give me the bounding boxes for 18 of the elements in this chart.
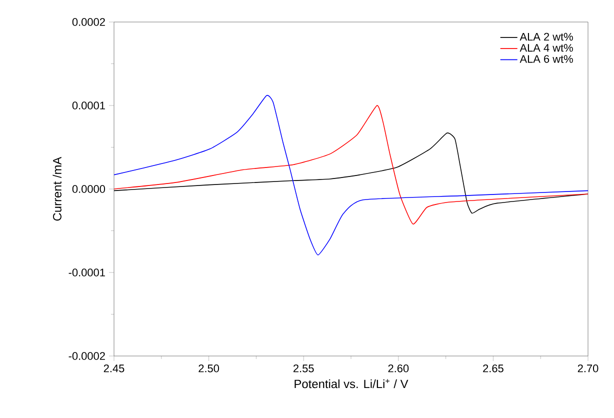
y-axis-title: Current /mA [52, 156, 62, 221]
x-axis-title: Potential vs. Li/Li$^{+}$ / V [294, 379, 408, 388]
x-tick-label: 2.55 [293, 364, 314, 372]
line-series [114, 105, 588, 224]
legend-label: ALA 6 wt% [520, 55, 573, 63]
x-tick-label: 2.60 [388, 364, 409, 372]
y-tick-label: 0.0000 [72, 185, 106, 193]
x-tick-label: 2.70 [578, 364, 598, 372]
y-tick-label: -0.0002 [68, 352, 105, 360]
legend-label: ALA 2 wt% [520, 32, 573, 41]
x-tick-label: 2.45 [104, 364, 124, 372]
x-tick-label: 2.65 [483, 364, 504, 372]
y-tick-label: -0.0001 [68, 268, 105, 276]
y-tick-label: 0.0002 [72, 18, 105, 26]
y-tick-label: 0.0001 [72, 102, 105, 110]
x-tick-label: 2.50 [198, 364, 220, 372]
legend-label: ALA 4 wt% [520, 44, 573, 52]
line-series [114, 95, 588, 256]
